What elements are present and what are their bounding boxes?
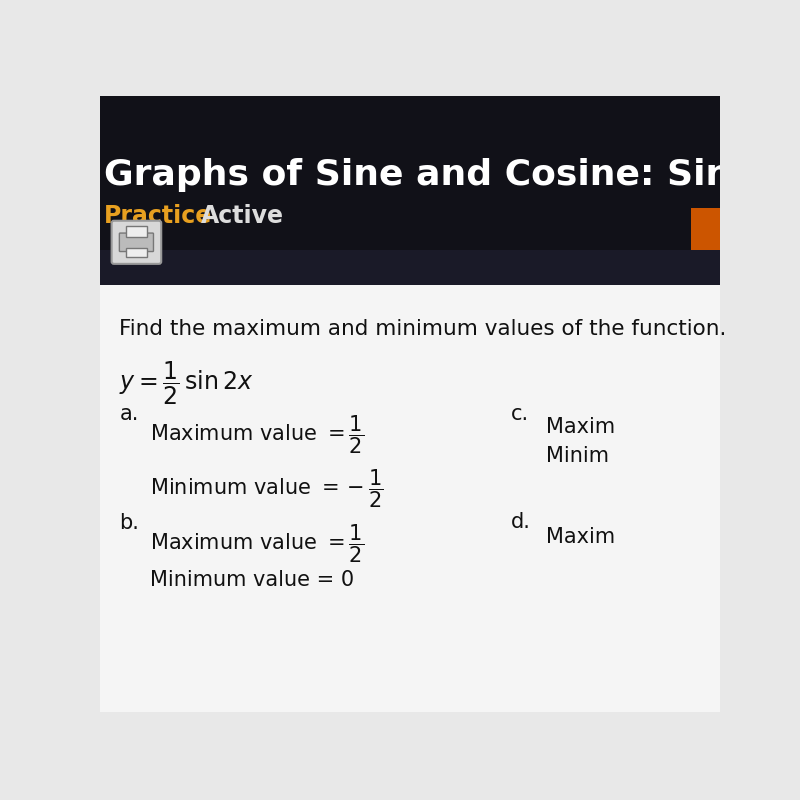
Text: Graphs of Sine and Cosine: Sinuso: Graphs of Sine and Cosine: Sinuso [104,158,800,192]
Polygon shape [100,96,720,250]
Text: d.: d. [510,512,530,532]
Text: Find the maximum and minimum values of the function.: Find the maximum and minimum values of t… [119,319,726,339]
Polygon shape [100,250,720,292]
Text: Minimum value = 0: Minimum value = 0 [150,570,354,590]
Text: c.: c. [510,404,529,424]
Text: Minimum value $= -\dfrac{1}{2}$: Minimum value $= -\dfrac{1}{2}$ [150,467,384,510]
FancyBboxPatch shape [690,208,730,250]
FancyBboxPatch shape [100,285,720,712]
Text: $y = \dfrac{1}{2}\,\sin 2x$: $y = \dfrac{1}{2}\,\sin 2x$ [119,359,254,406]
Text: Maxim: Maxim [546,527,614,547]
Text: Practice: Practice [104,204,212,228]
Text: a.: a. [119,404,138,424]
FancyBboxPatch shape [126,226,147,237]
Text: Active: Active [201,204,284,228]
Text: Maxim: Maxim [546,417,614,437]
FancyBboxPatch shape [119,233,154,251]
FancyBboxPatch shape [112,221,162,264]
Text: b.: b. [119,514,139,534]
Text: Minim: Minim [546,446,609,466]
Text: Maximum value $= \dfrac{1}{2}$: Maximum value $= \dfrac{1}{2}$ [150,414,365,456]
Text: Maximum value $= \dfrac{1}{2}$: Maximum value $= \dfrac{1}{2}$ [150,522,365,565]
FancyBboxPatch shape [126,248,147,257]
